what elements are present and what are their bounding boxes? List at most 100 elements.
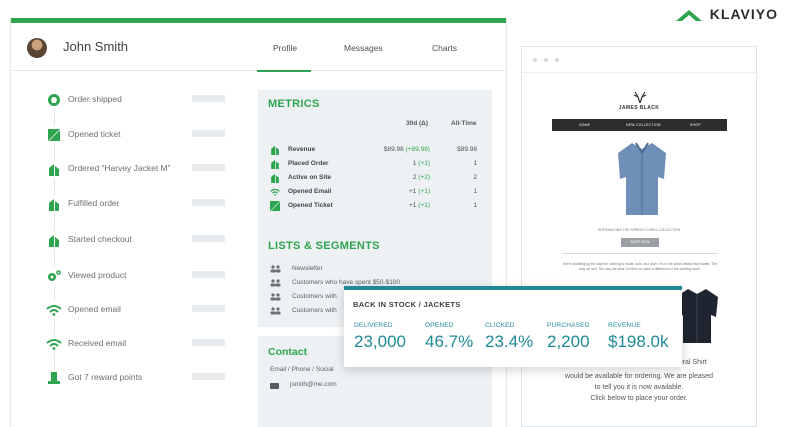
- avatar[interactable]: [27, 38, 47, 58]
- metric-30d-value: 1 (+1): [412, 160, 430, 167]
- list-item[interactable]: Got 7 reward points: [11, 368, 247, 388]
- list-item[interactable]: Received email: [11, 334, 247, 354]
- activity-timestamp-placeholder: [192, 164, 225, 171]
- metric-all-time-value: 1: [473, 160, 477, 167]
- stat-purchased: PURCHASED 2,200: [547, 322, 590, 351]
- metric-delta: (+1): [418, 160, 430, 167]
- list-item[interactable]: Fulfilled order: [11, 194, 247, 214]
- contact-subtitle: Email / Phone / Social: [270, 366, 334, 373]
- promo-text: INTRODUCING THE SPRING FLORAL COLLECTION: [597, 228, 681, 232]
- metric-30d-value: 2 (+2): [412, 174, 430, 181]
- metric-delta: (+1): [418, 188, 430, 195]
- jacket-image: [676, 289, 718, 343]
- klaviyo-logo: KLAVIYO: [674, 6, 778, 22]
- divider: [562, 253, 718, 254]
- list-item[interactable]: Viewed product: [11, 266, 247, 286]
- tab-profile[interactable]: Profile: [273, 43, 298, 53]
- wifi-icon: [270, 188, 280, 196]
- list-item[interactable]: Started checkout: [11, 230, 247, 250]
- top-accent-bar: [11, 18, 506, 23]
- list-item[interactable]: Customers with: [270, 306, 480, 317]
- metric-30d-value: $89.98 (+89.98): [383, 146, 430, 153]
- shop-now-button[interactable]: SHOP NOW: [621, 238, 659, 247]
- activity-label: Opened email: [68, 304, 121, 314]
- table-row[interactable]: Opened Ticket +1 (+1) 1: [258, 200, 492, 212]
- metric-30d-value: +1 (+1): [409, 188, 430, 195]
- active-tab-indicator: [257, 70, 311, 72]
- metric-delta: (+1): [418, 202, 430, 209]
- tab-charts[interactable]: Charts: [432, 43, 458, 53]
- activity-timestamp-placeholder: [192, 305, 225, 312]
- wifi-icon: [45, 335, 63, 353]
- metric-all-time-value: $89.98: [457, 146, 477, 153]
- window-dot: [544, 58, 548, 62]
- metric-label: Opened Email: [288, 188, 332, 195]
- stat-delivered: DELIVERED 23,000: [354, 322, 406, 351]
- list-item[interactable]: Order shipped: [11, 90, 247, 110]
- activity-label: Got 7 reward points: [68, 372, 143, 382]
- group-icon: [270, 307, 281, 315]
- nav-item-home[interactable]: HOME: [579, 123, 591, 127]
- mail-icon: [270, 383, 279, 389]
- tab-messages[interactable]: Messages: [344, 43, 383, 53]
- activity-timestamp-placeholder: [192, 373, 225, 380]
- segment-name: Customers with: [292, 293, 337, 300]
- segment-name: Customers who have spent $50-$100: [292, 279, 401, 286]
- list-item[interactable]: Ordered “Harvey Jacket M”: [11, 159, 247, 179]
- activity-timestamp-placeholder: [192, 95, 225, 102]
- magento-icon: [271, 159, 279, 169]
- table-row[interactable]: Revenue $89.98 (+89.98) $89.98: [258, 144, 492, 156]
- magento-icon: [45, 231, 63, 249]
- metric-label: Active on Site: [288, 174, 331, 181]
- activity-timestamp-placeholder: [192, 130, 225, 137]
- brand-name: KLAVIYO: [709, 6, 778, 22]
- table-row[interactable]: Placed Order 1 (+1) 1: [258, 158, 492, 170]
- contact-email[interactable]: jsmith@me.com: [290, 381, 337, 388]
- magento-icon: [271, 173, 279, 183]
- stag-logo-icon: [633, 91, 647, 103]
- stat-clicked: CLICKED 23.4%: [485, 322, 534, 351]
- metric-30d-value: +1 (+1): [409, 202, 430, 209]
- nav-item-new-collection[interactable]: NEW COLLECTION: [626, 123, 661, 127]
- activity-label: Order shipped: [68, 94, 122, 104]
- klaviyo-flag-icon: [675, 10, 702, 21]
- store-name: JAMES BLACK: [618, 105, 660, 111]
- segment-name: Customers with: [292, 307, 337, 314]
- activity-timestamp-placeholder: [192, 339, 225, 346]
- list-name: Newsletter: [292, 265, 323, 272]
- hat-icon: [45, 369, 63, 387]
- zendesk-icon: [270, 201, 280, 211]
- nav-item-shop[interactable]: SHOP: [690, 123, 701, 127]
- profile-header: John Smith Profile Messages Charts: [11, 23, 506, 72]
- activity-label: Viewed product: [68, 270, 127, 280]
- zendesk-icon: [45, 126, 63, 144]
- list-item[interactable]: Customers who have spent $50-$100: [270, 278, 480, 289]
- metric-label: Revenue: [288, 146, 316, 153]
- email-body-text: would be available for ordering. We are …: [564, 373, 714, 402]
- campaign-title: BACK IN STOCK / JACKETS: [353, 300, 461, 309]
- lists-title: LISTS & SEGMENTS: [268, 240, 380, 252]
- list-item[interactable]: Customers with: [270, 292, 480, 303]
- metric-all-time-value: 1: [473, 188, 477, 195]
- activity-timestamp-placeholder: [192, 235, 225, 242]
- activity-timestamp-placeholder: [192, 271, 225, 278]
- activity-label: Ordered “Harvey Jacket M”: [68, 163, 171, 173]
- table-row[interactable]: Active on Site 2 (+2) 2: [258, 172, 492, 184]
- browser-toolbar: [522, 47, 756, 73]
- metric-label: Opened Ticket: [288, 202, 333, 209]
- magento-icon: [45, 195, 63, 213]
- profile-name: John Smith: [63, 39, 129, 54]
- brand-statement: We're challenging the way the clothing i…: [562, 262, 718, 271]
- column-header-30d: 30d (Δ): [406, 120, 429, 127]
- table-row[interactable]: Opened Email +1 (+1) 1: [258, 186, 492, 198]
- list-item[interactable]: Opened email: [11, 300, 247, 320]
- group-icon: [270, 293, 281, 301]
- back-in-stock-stats-card[interactable]: BACK IN STOCK / JACKETS DELIVERED 23,000…: [344, 286, 682, 367]
- gear-icon: [45, 267, 63, 285]
- activity-timestamp-placeholder: [192, 199, 225, 206]
- product-name: Floral Shirt: [673, 359, 707, 366]
- list-item[interactable]: Newsletter: [270, 264, 480, 275]
- window-dot: [533, 58, 537, 62]
- list-item[interactable]: Opened ticket: [11, 125, 247, 145]
- group-icon: [270, 279, 281, 287]
